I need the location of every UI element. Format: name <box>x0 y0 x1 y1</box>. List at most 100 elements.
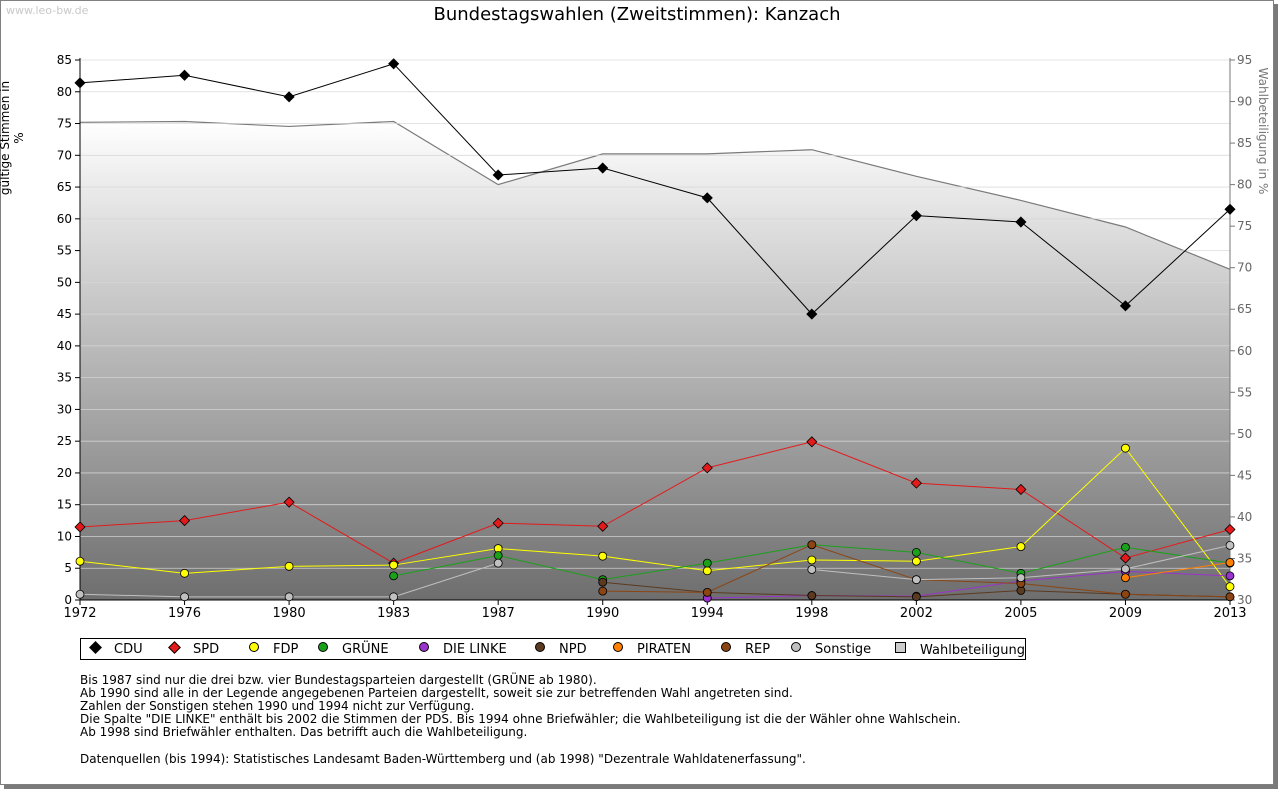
data-point <box>1225 582 1235 592</box>
series-line <box>79 447 1231 587</box>
x-tick-label: 1987 <box>482 606 515 621</box>
legend-item: PIRATEN <box>613 642 691 657</box>
y2-tick-label: 70 <box>1237 261 1252 275</box>
data-point <box>492 517 504 529</box>
data-point <box>74 77 86 89</box>
chart-title: Bundestagswahlen (Zweitstimmen): Kanzach <box>433 4 841 25</box>
data-point <box>807 591 817 600</box>
x-tick-label: 1998 <box>795 606 828 621</box>
chart-svg: 0 5 10 15 20 25 30 35 40 45 50 55 60 65 70 75 80 85 30 35 40… <box>57 53 1253 621</box>
data-point <box>1016 542 1026 552</box>
legend-label: CDU <box>114 642 143 657</box>
data-point <box>1121 573 1130 583</box>
data-point <box>75 556 85 566</box>
y2-tick-label: 85 <box>1237 136 1252 150</box>
data-point <box>492 169 504 181</box>
data-point <box>1224 523 1236 536</box>
data-point <box>1015 216 1027 228</box>
legend-item: GRÜNE <box>318 642 389 657</box>
note-line: Bis 1987 sind nur die drei bzw. vier Bun… <box>80 673 597 687</box>
data-point <box>180 592 189 602</box>
y2-tick-label: 90 <box>1237 95 1252 109</box>
y-axis-label-right: Wahlbeteiligung in % <box>1256 67 1270 195</box>
legend-label: Sonstige <box>815 642 872 657</box>
legend-item: CDU <box>89 641 143 657</box>
x-tick-label: 1994 <box>691 606 724 621</box>
y2-tick-label: 45 <box>1237 468 1252 482</box>
data-point <box>1225 571 1235 581</box>
y-tick-label: 0 <box>64 593 72 607</box>
y-tick-label: 85 <box>57 53 72 67</box>
y-tick-label: 15 <box>57 498 72 512</box>
data-point <box>911 575 921 585</box>
x-tick-label: 1980 <box>273 606 306 621</box>
y-tick-label: 20 <box>57 466 72 480</box>
data-point <box>1119 552 1132 564</box>
x-tick-label: 1976 <box>168 606 201 621</box>
legend-marker <box>895 642 906 653</box>
data-point <box>389 571 399 581</box>
data-point <box>1225 592 1235 602</box>
y-tick-label: 25 <box>57 434 72 448</box>
y2-tick-label: 50 <box>1237 427 1252 441</box>
y2-tick-label: 55 <box>1237 385 1252 399</box>
data-point <box>702 558 712 568</box>
y-tick-label: 45 <box>57 307 72 321</box>
y-tick-label: 65 <box>57 180 72 194</box>
data-point <box>389 560 399 570</box>
legend-marker <box>721 642 731 652</box>
y-axis-label-left: gültige Stimmen in % <box>0 80 26 196</box>
x-tick-label: 2005 <box>1004 606 1037 621</box>
legend-label: REP <box>745 642 771 657</box>
note-line: Ab 1990 sind alle in der Legende angegeb… <box>80 686 793 700</box>
y-tick-label: 70 <box>57 148 72 162</box>
data-point <box>701 192 713 204</box>
legend-marker <box>249 642 259 652</box>
data-point <box>911 556 921 566</box>
y2-tick-label: 95 <box>1237 53 1252 67</box>
data-point <box>911 547 921 557</box>
data-source: Datenquellen (bis 1994): Statistisches L… <box>80 752 806 766</box>
y-tick-label: 75 <box>57 117 72 131</box>
legend-label: Wahlbeteiligung <box>920 643 1026 658</box>
y2-tick-label: 40 <box>1237 510 1252 524</box>
data-point <box>806 308 818 320</box>
data-point <box>283 496 295 508</box>
y-tick-label: 5 <box>64 561 72 575</box>
data-point <box>910 477 922 489</box>
legend-label: NPD <box>559 642 587 657</box>
data-point <box>1224 203 1236 215</box>
data-point <box>1119 300 1132 312</box>
data-point <box>702 566 712 576</box>
legend-item: REP <box>721 642 770 657</box>
data-point <box>701 462 713 474</box>
legend-marker <box>535 642 545 652</box>
series-line <box>707 570 1231 599</box>
series-line <box>79 63 1231 315</box>
data-point <box>1016 573 1026 583</box>
legend-label: SPD <box>193 642 220 657</box>
data-point <box>598 577 608 587</box>
y-tick-label: 55 <box>57 244 72 258</box>
y2-tick-label: 35 <box>1237 551 1252 565</box>
data-point <box>597 520 609 532</box>
x-tick-label: 2009 <box>1109 606 1142 621</box>
data-point <box>493 551 503 560</box>
x-tick-label: 2013 <box>1213 606 1246 621</box>
data-point <box>283 91 295 103</box>
x-tick-label: 1990 <box>586 606 619 621</box>
y-tick-label: 80 <box>57 85 72 99</box>
y2-tick-label: 30 <box>1237 593 1252 607</box>
data-point <box>911 592 921 602</box>
data-point <box>75 589 85 599</box>
data-point <box>178 515 191 527</box>
legend-label: DIE LINKE <box>443 642 507 657</box>
legend-item: FDP <box>249 642 298 657</box>
y-tick-label: 30 <box>57 402 72 416</box>
data-point <box>1121 589 1130 599</box>
note-line: Zahlen der Sonstigen stehen 1990 und 199… <box>80 699 475 713</box>
data-point <box>598 551 608 561</box>
legend-marker <box>168 641 181 654</box>
y2-tick-label: 65 <box>1237 302 1252 316</box>
y2-tick-label: 75 <box>1237 219 1252 233</box>
